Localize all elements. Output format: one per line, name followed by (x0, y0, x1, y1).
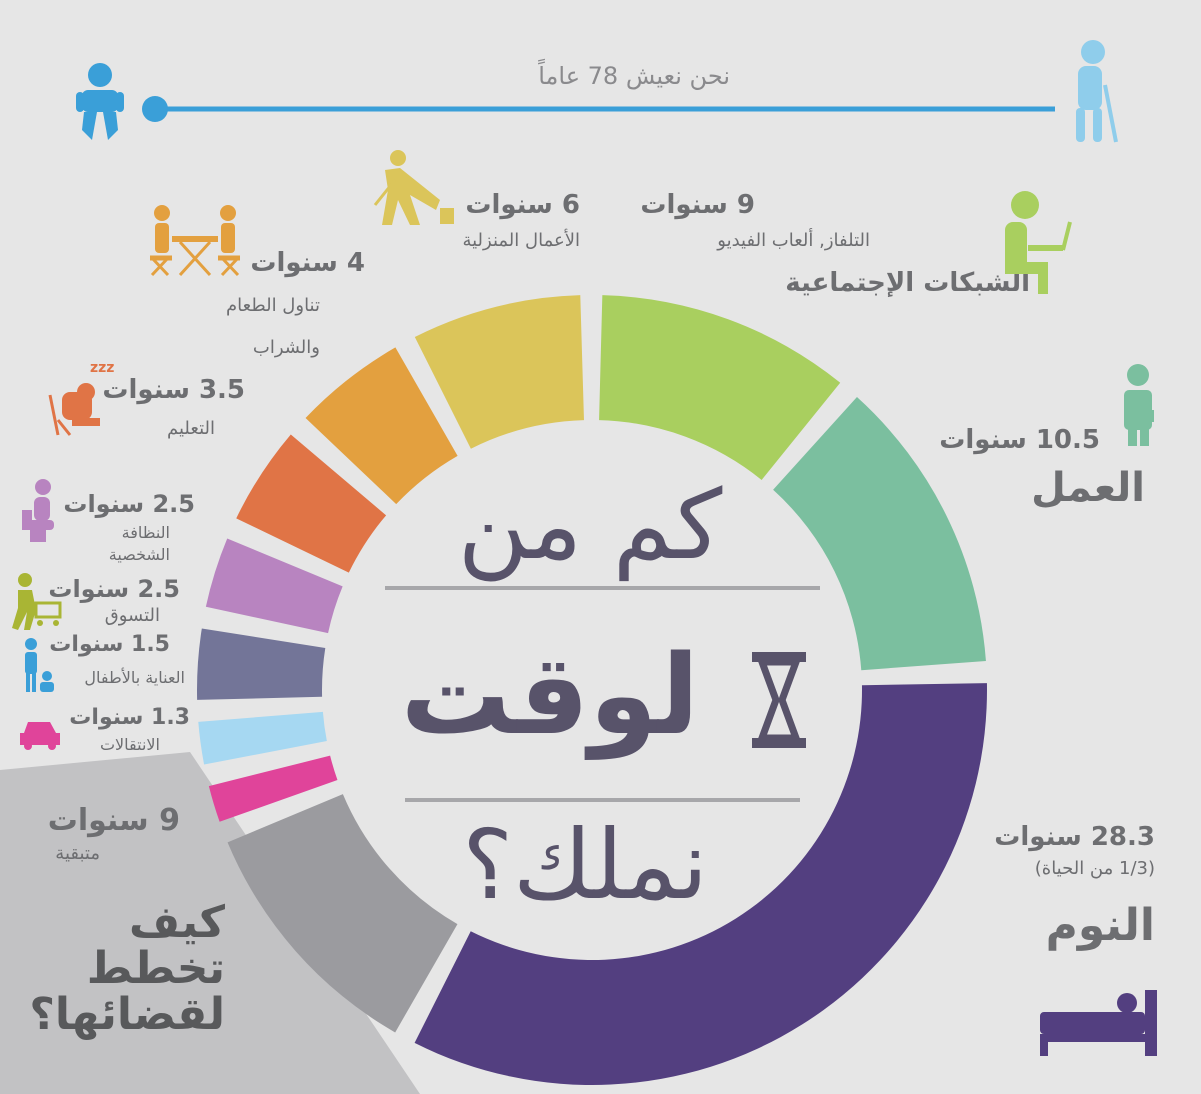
donut-segment-work (773, 397, 986, 671)
label-screens-text: التلفاز, ألعاب الفيديو (717, 230, 870, 251)
label-shopping-text: التسوق (104, 605, 160, 626)
donut-segment-hygiene (205, 538, 343, 634)
elderly-person-icon (1076, 40, 1118, 143)
label-eating-value: 4 سنوات (250, 248, 365, 278)
center-line1: كم من (457, 469, 723, 581)
value-label: 9 سنوات (640, 190, 755, 220)
baby-icon (76, 63, 124, 140)
center-divider-top (385, 586, 820, 590)
label-work-text: العمل (1031, 465, 1145, 511)
lifespan-text: نحن نعيش 78 عاماً (538, 62, 730, 90)
label-remaining-value: 9 سنوات (47, 803, 180, 838)
label-transport-text: الانتقالات (99, 735, 160, 754)
label-education-text: التعليم (167, 418, 215, 439)
label-education-value: 3.5 سنوات (102, 375, 245, 405)
label-screens: 9 سنوات (620, 190, 755, 220)
label-hygiene-value: 2.5 سنوات (63, 490, 195, 518)
label-transport-value: 1.3 سنوات (69, 705, 190, 730)
donut-segment-screens (599, 295, 841, 480)
donut-segment-sleep (414, 683, 988, 1085)
label-screens-sub: الشبكات الإجتماعية (785, 268, 1030, 298)
plan-question: كيف تخطط لقضائها؟ (0, 900, 225, 1038)
label-childcare-text: العناية بالأطفال (84, 668, 185, 687)
donut-segment-transport (208, 755, 338, 822)
donut-segment-childcare (198, 711, 327, 765)
label-housework-text: الأعمال المنزلية (462, 230, 580, 251)
donut-segment-education (236, 434, 387, 573)
label-childcare-value: 1.5 سنوات (49, 632, 170, 657)
label-sleep-value: 28.3 سنوات (994, 822, 1155, 852)
label-housework-value: 6 سنوات (465, 190, 580, 220)
donut-segment-eating (305, 347, 458, 505)
label-eating-text: تناول الطعام والشراب (226, 295, 320, 358)
center-divider-bottom (405, 798, 800, 802)
label-hygiene-text: النظافة الشخصية (108, 523, 170, 564)
label-sleep-text: النوم (1045, 900, 1155, 951)
timeline-start-dot (142, 96, 168, 122)
center-line3: نملك؟ (462, 809, 708, 921)
donut-segment-shopping (197, 628, 326, 700)
plan-line: لقضائها؟ (29, 989, 225, 1040)
donut-segment-remaining (227, 794, 458, 1033)
label-remaining-text: متبقية (55, 843, 100, 864)
lifespan-timeline (76, 40, 1118, 143)
label-sleep-sub: (1/3 من الحياة) (1034, 858, 1155, 879)
donut-segment-housework (414, 295, 584, 449)
plan-line: تخطط (86, 943, 225, 994)
plan-line: كيف (129, 897, 225, 948)
label-work-value: 10.5 سنوات (939, 425, 1100, 455)
label-shopping-value: 2.5 سنوات (48, 575, 180, 603)
center-line2: لوقت (400, 631, 700, 759)
